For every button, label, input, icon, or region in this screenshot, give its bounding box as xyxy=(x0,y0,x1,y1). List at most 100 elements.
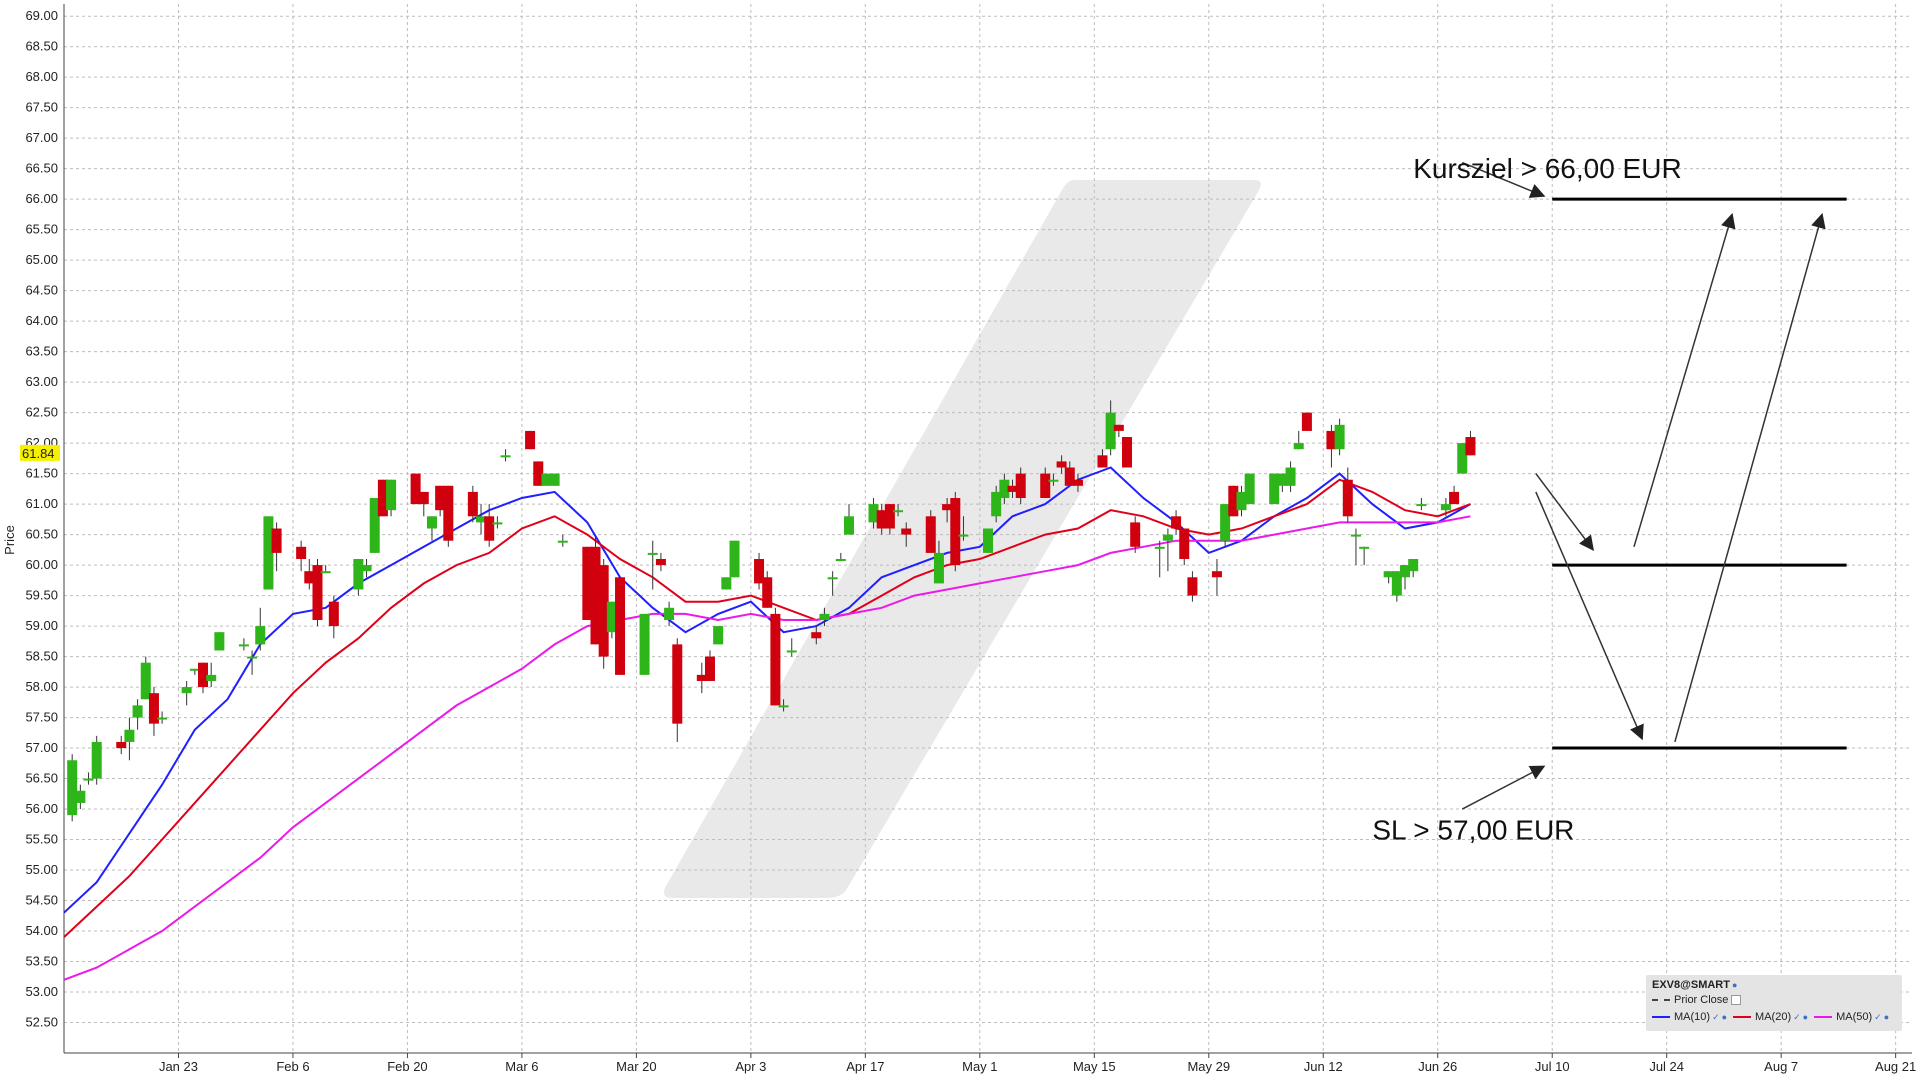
candle-body xyxy=(664,607,675,620)
annotations: Kursziel > 66,00 EUR SL > 57,00 EUR xyxy=(1372,153,1681,846)
ma10-settings-icon[interactable]: ● xyxy=(1721,1012,1728,1022)
candle-up xyxy=(713,626,724,645)
candle-up xyxy=(426,516,437,541)
candle-up xyxy=(1293,430,1304,450)
candle-up xyxy=(386,479,397,517)
candle-up xyxy=(247,650,258,675)
x-tick-label: Jun 26 xyxy=(1418,1059,1457,1074)
candle-up xyxy=(67,754,78,822)
candle-down xyxy=(1064,461,1075,486)
candle-body xyxy=(296,546,307,559)
x-tick-label: Aug 21 xyxy=(1875,1059,1916,1074)
candle-up xyxy=(1162,528,1173,572)
candle-body xyxy=(950,498,961,566)
x-tick-label: Feb 20 xyxy=(387,1059,427,1074)
y-tick-label: 60.50 xyxy=(25,527,58,542)
candle-down xyxy=(312,558,323,627)
ma20-settings-icon[interactable]: ● xyxy=(1802,1012,1809,1022)
candle-up xyxy=(933,540,944,584)
candle-up xyxy=(1220,504,1231,547)
candle-up xyxy=(843,504,854,535)
candle-body xyxy=(811,632,822,639)
candle-body xyxy=(361,565,372,572)
candle-up xyxy=(647,540,658,590)
candle-body xyxy=(835,558,846,561)
candle-up xyxy=(1105,400,1116,456)
legend-ma50[interactable]: MA(50) ✓ ● xyxy=(1814,1011,1889,1023)
candle-body xyxy=(1162,534,1173,541)
y-tick-label: 56.50 xyxy=(25,771,58,786)
candle-up xyxy=(140,656,151,700)
candle-body xyxy=(386,479,397,511)
candle-body xyxy=(933,552,944,584)
candle-up xyxy=(729,540,740,578)
current-price-tag: 61.84 xyxy=(20,444,60,461)
candle-body xyxy=(557,540,568,543)
candle-body xyxy=(1072,479,1083,486)
candle-down xyxy=(1007,479,1018,499)
candle-up xyxy=(75,784,86,810)
candle-body xyxy=(157,717,168,720)
candle-body xyxy=(1457,443,1468,474)
candle-body xyxy=(1179,528,1190,559)
y-tick-label: 53.50 xyxy=(25,954,58,969)
y-tick-label: 63.50 xyxy=(25,344,58,359)
candle-body xyxy=(255,626,266,645)
candle-up xyxy=(1350,528,1361,566)
candle-up xyxy=(1269,473,1280,505)
y-tick-label: 58.00 xyxy=(25,679,58,694)
x-tick-label: Jun 12 xyxy=(1304,1059,1343,1074)
candle-up xyxy=(721,577,732,590)
ma50-check-icon[interactable]: ✓ xyxy=(1874,1012,1882,1022)
candle-up xyxy=(83,772,94,785)
candle-body xyxy=(876,510,887,529)
candle-body xyxy=(1007,485,1018,492)
candle-up xyxy=(1334,418,1345,456)
candle-body xyxy=(713,626,724,645)
candle-down xyxy=(615,577,626,675)
candle-body xyxy=(1334,424,1345,450)
y-tick-label: 68.00 xyxy=(25,69,58,84)
candle-up xyxy=(1048,473,1059,486)
candle-body xyxy=(214,632,225,651)
candle-down xyxy=(925,510,936,553)
prior-close-checkbox[interactable] xyxy=(1731,995,1742,1006)
candle-body xyxy=(353,558,364,590)
ma10-check-icon[interactable]: ✓ xyxy=(1712,1012,1720,1022)
candle-body xyxy=(500,455,511,458)
ma50-settings-icon[interactable]: ● xyxy=(1883,1012,1890,1022)
candle-down xyxy=(1015,467,1026,505)
candle-down xyxy=(1113,424,1124,438)
x-tick-label: May 1 xyxy=(962,1059,997,1074)
candle-body xyxy=(1293,443,1304,450)
candle-body xyxy=(770,613,781,706)
candle-down xyxy=(582,546,593,620)
candle-body xyxy=(884,504,895,529)
candle-body xyxy=(582,546,593,620)
candle-body xyxy=(426,516,437,529)
candle-body xyxy=(410,473,421,505)
candle-body xyxy=(198,662,209,688)
legend-ma20[interactable]: MA(20) ✓ ● xyxy=(1733,1011,1808,1023)
x-tick-label: Aug 7 xyxy=(1764,1059,1798,1074)
candle-body xyxy=(983,528,993,553)
candle-up xyxy=(1457,443,1468,474)
annotation-arrow xyxy=(1461,765,1546,810)
candle-body xyxy=(1113,424,1124,431)
candle-body xyxy=(541,473,552,486)
y-tick-label: 66.50 xyxy=(25,161,58,176)
annotation-arrow xyxy=(1674,212,1826,743)
candle-body xyxy=(181,687,192,694)
candle-body xyxy=(1449,491,1460,505)
candle-body xyxy=(83,778,94,781)
axes: 52.50 53.00 53.50 54.00 54.50 55.00 55.50 56.00… xyxy=(25,4,1916,1074)
candle-body xyxy=(124,729,135,742)
legend-ma10[interactable]: MA(10) ✓ ● xyxy=(1652,1011,1727,1023)
candle-body xyxy=(942,504,953,511)
legend-settings-icon[interactable]: ● xyxy=(1731,980,1738,990)
candle-down xyxy=(1040,467,1051,499)
candle-up xyxy=(361,558,372,578)
ma20-check-icon[interactable]: ✓ xyxy=(1793,1012,1801,1022)
candle-up xyxy=(1383,571,1394,584)
